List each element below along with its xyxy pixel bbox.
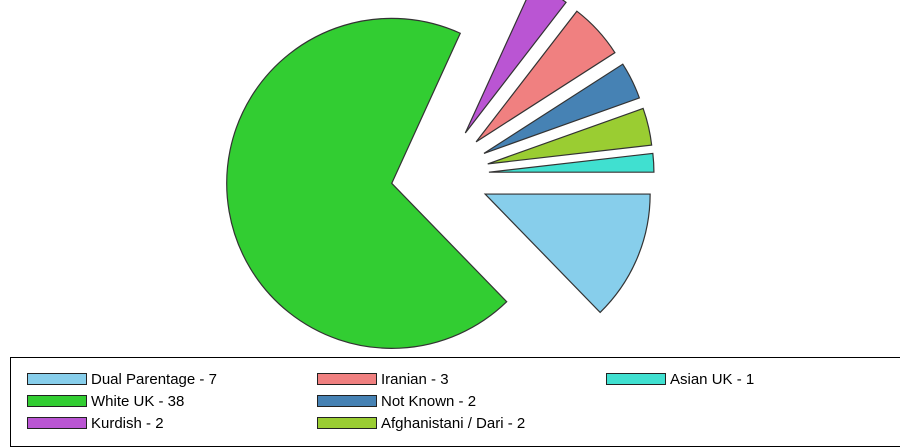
legend-label: White UK - 38 <box>91 392 185 410</box>
legend-item-white-uk: White UK - 38 <box>27 392 184 410</box>
legend: Dual Parentage - 7 White UK - 38 Kurdish… <box>10 357 900 447</box>
legend-swatch <box>27 373 87 385</box>
legend-item-iranian: Iranian - 3 <box>317 370 449 388</box>
pie-chart <box>226 0 655 349</box>
pie-slice-not-known <box>483 63 641 154</box>
legend-item-afghanistani-dari: Afghanistani / Dari - 2 <box>317 414 525 432</box>
legend-label: Iranian - 3 <box>381 370 449 388</box>
legend-label: Asian UK - 1 <box>670 370 755 388</box>
legend-item-asian-uk: Asian UK - 1 <box>606 370 754 388</box>
legend-label: Dual Parentage - 7 <box>91 370 217 388</box>
legend-label: Not Known - 2 <box>381 392 477 410</box>
legend-label: Kurdish - 2 <box>91 414 164 432</box>
pie-slice-dual-parentage <box>483 193 651 314</box>
legend-item-not-known: Not Known - 2 <box>317 392 476 410</box>
legend-swatch <box>27 417 87 429</box>
legend-item-kurdish: Kurdish - 2 <box>27 414 164 432</box>
pie-slice-iranian <box>475 10 616 143</box>
legend-swatch <box>606 373 666 385</box>
legend-swatch <box>317 395 377 407</box>
pie-slice-afghanistani-dari <box>487 107 653 165</box>
pie-slice-kurdish <box>464 0 567 134</box>
pie-slice-asian-uk <box>488 152 655 173</box>
legend-swatch <box>27 395 87 407</box>
legend-label: Afghanistani / Dari - 2 <box>381 414 526 432</box>
legend-swatch <box>317 417 377 429</box>
legend-item-dual-parentage: Dual Parentage - 7 <box>27 370 217 388</box>
legend-swatch <box>317 373 377 385</box>
pie-slice-white-uk <box>226 17 508 349</box>
